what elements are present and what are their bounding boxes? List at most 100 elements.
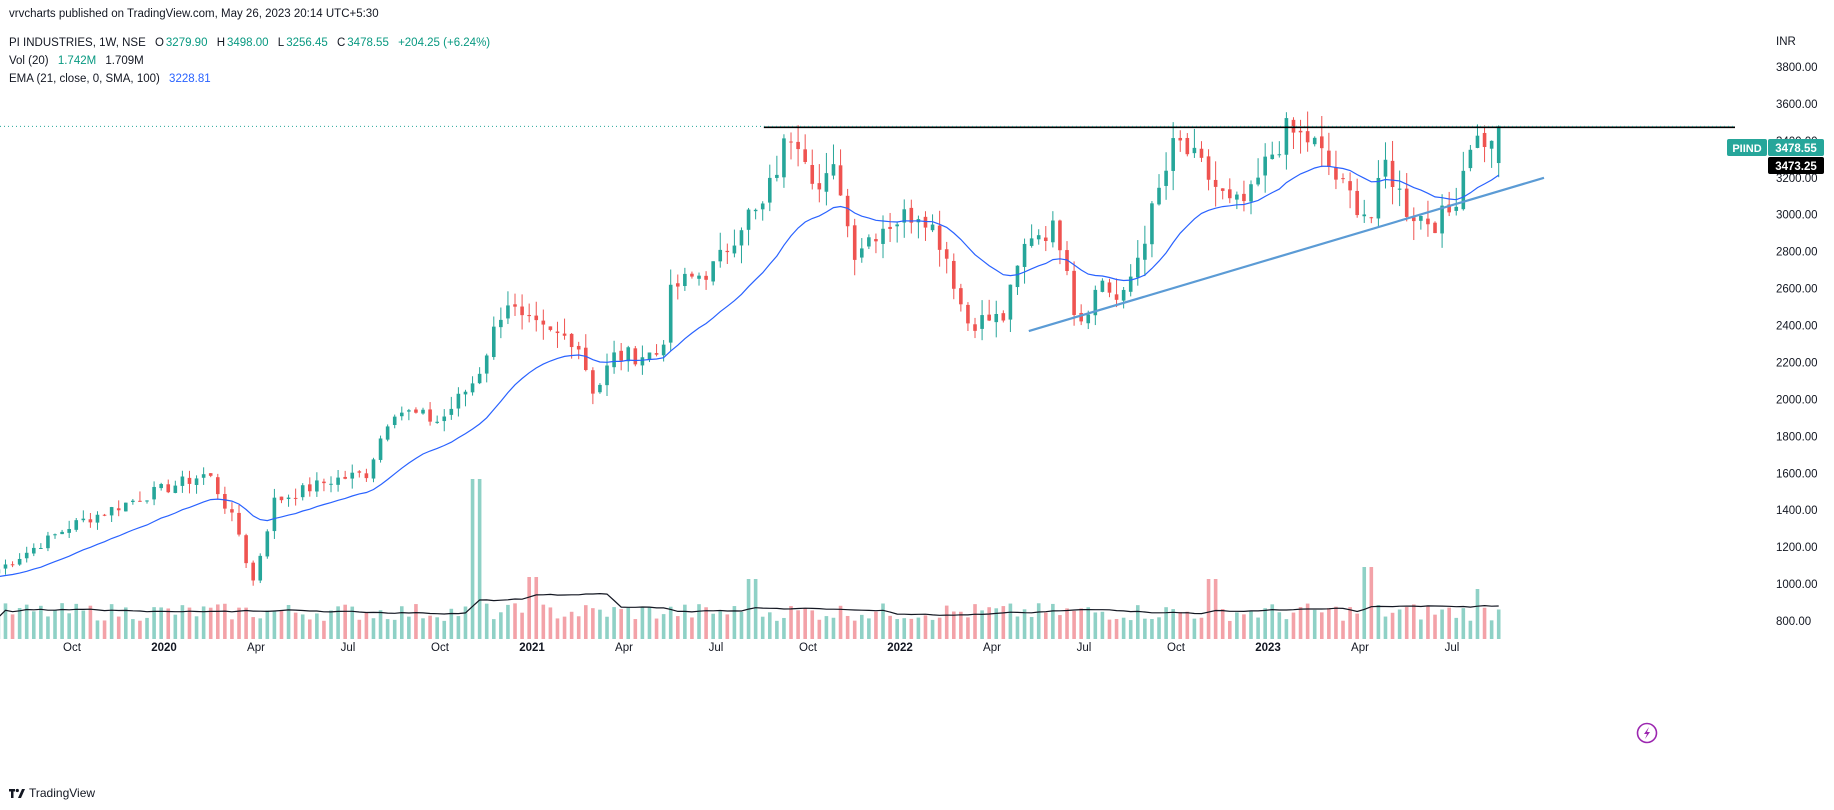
candle-body <box>350 472 355 479</box>
volume-bar <box>491 619 496 639</box>
candle-body <box>647 352 652 360</box>
candle-body <box>711 261 715 282</box>
volume-bar <box>513 603 517 639</box>
candle-body <box>286 497 291 499</box>
candle-body <box>399 412 404 417</box>
candle-body <box>506 305 510 319</box>
lightning-icon[interactable] <box>1636 722 1658 744</box>
candle-body <box>1107 282 1112 293</box>
volume-bar <box>428 615 432 639</box>
volume-bar <box>753 579 758 639</box>
candle-body <box>548 326 553 330</box>
volume-bar <box>39 605 43 639</box>
volume-bar <box>145 617 149 639</box>
volume-bar <box>506 604 510 639</box>
time-tick-label: Jul <box>709 642 724 654</box>
candle-body <box>562 333 567 336</box>
candle-body <box>180 476 185 486</box>
volume-bar <box>1213 579 1218 639</box>
candle-body <box>980 315 984 329</box>
symbol-price-tag[interactable]: PIIND 3478.55 3473.25 <box>1727 139 1824 174</box>
candle-body <box>293 497 298 499</box>
time-tick-label: Jul <box>1445 642 1460 654</box>
volume-bar <box>895 619 899 639</box>
chart-legend: PI INDUSTRIES, 1W, NSE O 3279.90 H 3498.00… <box>9 34 496 88</box>
candle-body <box>1426 218 1430 225</box>
volume-bar <box>605 616 609 639</box>
candle-body <box>1327 150 1331 167</box>
volume-bar <box>258 618 263 639</box>
candle-body <box>477 373 482 384</box>
volume-bar <box>789 606 793 639</box>
candle-body <box>605 365 609 386</box>
volume-bar <box>994 608 999 639</box>
volume-bar <box>668 606 673 639</box>
price-tick-label: 2600.00 <box>1776 284 1818 296</box>
volume-bar <box>251 617 255 639</box>
price-tick-label: 1400.00 <box>1776 505 1818 517</box>
candle-body <box>17 558 22 565</box>
volume-row[interactable]: Vol (20) 1.742M 1.709M <box>9 52 496 70</box>
price-tick-label: 1000.00 <box>1776 579 1818 591</box>
candle-body <box>1058 220 1062 251</box>
candle-body <box>1411 217 1416 222</box>
volume-bar <box>888 615 892 639</box>
candle-body <box>852 225 857 260</box>
price-tick-label: 1800.00 <box>1776 431 1818 443</box>
volume-bar <box>534 577 539 639</box>
volume-bar <box>1411 604 1416 639</box>
candle-body <box>1284 118 1289 155</box>
price-tick-label: 3000.00 <box>1776 210 1818 222</box>
candle-body <box>1043 237 1048 242</box>
volume-bar <box>661 614 666 639</box>
ohlc-row[interactable]: PI INDUSTRIES, 1W, NSE O 3279.90 H 3498.00… <box>9 34 496 52</box>
candle-body <box>1454 206 1459 211</box>
candle-body <box>322 481 326 484</box>
candle-body <box>244 535 248 564</box>
volume-bar <box>1369 567 1374 639</box>
volume-bar <box>1362 567 1367 639</box>
volume-bar <box>152 607 156 639</box>
tradingview-logo[interactable]: TradingView <box>9 786 95 800</box>
candle-body <box>1341 178 1345 180</box>
price-tick-label: 2200.00 <box>1776 357 1818 369</box>
time-tick-label: Apr <box>983 642 1001 654</box>
volume-bar <box>767 612 772 639</box>
volume-bar <box>1206 579 1211 639</box>
volume-bar <box>442 620 447 639</box>
volume-bar <box>67 613 71 639</box>
candle-body <box>527 315 531 317</box>
candle-body <box>541 320 546 325</box>
candle-body <box>1143 243 1147 260</box>
volume-bar <box>1496 609 1501 639</box>
last-price-box <box>1768 139 1824 156</box>
ema-row[interactable]: EMA (21, close, 0, SMA, 100) 3228.81 <box>9 70 496 88</box>
ema-value: 3228.81 <box>169 73 211 85</box>
currency-label: INR <box>1776 36 1796 48</box>
candle-body <box>1029 238 1034 246</box>
volume-bar <box>683 604 687 639</box>
candle-body <box>456 393 461 409</box>
candle-body <box>591 370 595 394</box>
candle-body <box>1312 137 1317 145</box>
volume-bar <box>1461 608 1466 639</box>
candle-body <box>640 357 645 366</box>
volume-bar <box>1065 608 1069 639</box>
volume-bar <box>987 607 991 639</box>
volume-bar <box>1270 604 1275 639</box>
volume-bar <box>1051 603 1055 639</box>
symbol-tag-text: PIIND <box>1732 143 1761 155</box>
volume-bar <box>690 617 694 639</box>
volume-bar <box>1312 609 1317 639</box>
volume-bar <box>739 611 744 639</box>
volume-bar <box>633 619 638 639</box>
candle-body <box>145 500 149 502</box>
volume-bar <box>951 611 956 639</box>
volume-bar <box>1150 619 1154 639</box>
volume-bar <box>1397 609 1402 639</box>
volume-bar <box>569 611 574 639</box>
volume-bar <box>1121 617 1126 639</box>
volume-bar <box>1440 609 1444 639</box>
volume-bar <box>598 609 602 639</box>
